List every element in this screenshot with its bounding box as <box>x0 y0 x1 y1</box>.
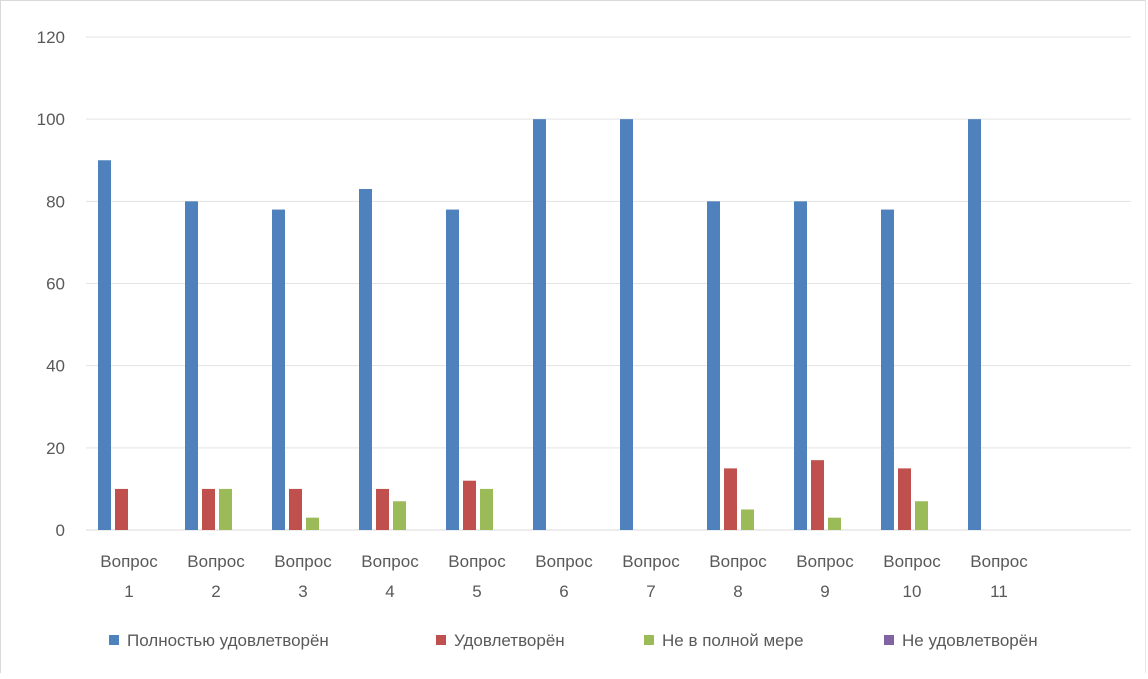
y-axis-tick-labels: 0 20 40 60 80 100 120 <box>37 28 65 540</box>
bar-1-11 <box>968 119 981 531</box>
x-tick-label-3-line2: 3 <box>298 582 307 601</box>
legend-label-2: Удовлетворён <box>454 631 565 650</box>
legend-swatch-1 <box>109 635 119 645</box>
bar-3-9 <box>828 517 841 530</box>
x-tick-label-10-line2: 10 <box>903 582 922 601</box>
bar-3-2 <box>219 488 232 530</box>
bar-1-6 <box>533 119 546 531</box>
x-tick-label-2-line1: Вопрос <box>187 552 245 571</box>
bar-1-3 <box>272 209 285 531</box>
x-tick-label-7-line1: Вопрос <box>622 552 680 571</box>
bar-1-7 <box>620 119 633 531</box>
bar-1-1 <box>98 160 111 530</box>
y-tick-label-0: 0 <box>56 521 65 540</box>
y-tick-label-60: 60 <box>46 275 65 294</box>
bar-1-9 <box>794 201 807 531</box>
bars <box>98 119 981 531</box>
legend-label-3: Не в полной мере <box>662 631 804 650</box>
x-tick-label-5-line1: Вопрос <box>448 552 506 571</box>
bar-2-5 <box>463 480 476 530</box>
bar-2-1 <box>115 488 128 530</box>
legend-swatch-3 <box>644 635 654 645</box>
bar-3-3 <box>306 517 319 530</box>
x-tick-label-8-line2: 8 <box>733 582 742 601</box>
legend-label-4: Не удовлетворён <box>902 631 1038 650</box>
bar-2-2 <box>202 488 215 530</box>
x-tick-label-8-line1: Вопрос <box>709 552 767 571</box>
bar-2-10 <box>898 468 911 530</box>
bar-1-10 <box>881 209 894 531</box>
bar-3-10 <box>915 501 928 530</box>
gridlines <box>86 36 1131 531</box>
legend: Полностью удовлетворён Удовлетворён Не в п… <box>109 631 1038 650</box>
x-tick-label-9-line2: 9 <box>820 582 829 601</box>
x-tick-label-11-line1: Вопрос <box>970 552 1028 571</box>
x-tick-label-4-line1: Вопрос <box>361 552 419 571</box>
bar-1-8 <box>707 201 720 531</box>
y-tick-label-20: 20 <box>46 439 65 458</box>
bar-1-4 <box>359 189 372 530</box>
bar-2-9 <box>811 460 824 530</box>
legend-swatch-2 <box>436 635 446 645</box>
x-tick-label-6-line1: Вопрос <box>535 552 593 571</box>
x-tick-label-6-line2: 6 <box>559 582 568 601</box>
x-tick-label-9-line1: Вопрос <box>796 552 854 571</box>
x-tick-label-3-line1: Вопрос <box>274 552 332 571</box>
x-tick-label-2-line2: 2 <box>211 582 220 601</box>
y-tick-label-120: 120 <box>37 28 65 47</box>
bar-1-5 <box>446 209 459 531</box>
bar-2-8 <box>724 468 737 530</box>
bar-3-8 <box>741 509 754 530</box>
bar-3-4 <box>393 501 406 530</box>
bar-2-3 <box>289 488 302 530</box>
legend-label-1: Полностью удовлетворён <box>127 631 329 650</box>
bar-1-2 <box>185 201 198 531</box>
x-tick-label-11-line2: 11 <box>990 582 1008 601</box>
bar-3-5 <box>480 488 493 530</box>
y-tick-label-100: 100 <box>37 110 65 129</box>
bar-2-4 <box>376 488 389 530</box>
x-tick-label-10-line1: Вопрос <box>883 552 941 571</box>
legend-swatch-4 <box>884 635 894 645</box>
y-tick-label-80: 80 <box>46 192 65 211</box>
x-tick-label-1-line2: 1 <box>124 582 133 601</box>
x-tick-label-5-line2: 5 <box>472 582 481 601</box>
x-tick-label-1-line1: Вопрос <box>100 552 158 571</box>
y-tick-label-40: 40 <box>46 357 65 376</box>
x-tick-label-7-line2: 7 <box>646 582 655 601</box>
x-tick-label-4-line2: 4 <box>385 582 394 601</box>
x-axis-tick-labels: Вопрос 1 Вопрос 2 Вопрос 3 Вопрос 4 Вопрос 5 Вопро… <box>100 552 1028 601</box>
